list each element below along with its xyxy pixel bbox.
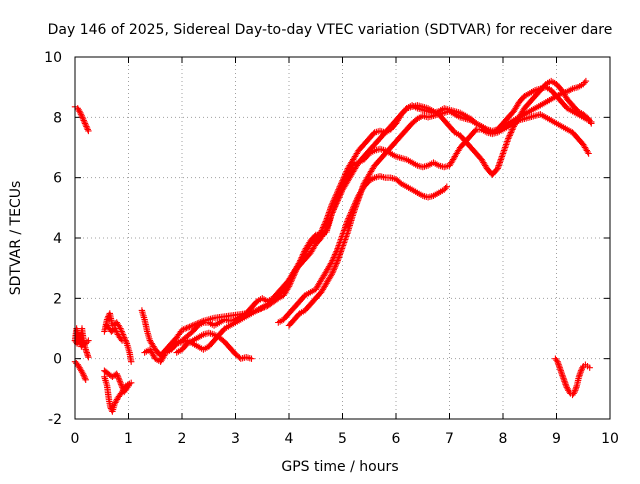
y-tick-label: 10: [44, 50, 62, 66]
x-tick-label: 5: [338, 431, 347, 447]
series-markers: [103, 322, 126, 344]
x-tick-label: 7: [445, 431, 454, 447]
series-markers: [71, 358, 89, 383]
series-markers: [101, 310, 135, 365]
x-tick-labels: 0 1 2 3 4 5 6 7 8 9 10: [71, 431, 619, 447]
x-tick-label: 10: [601, 431, 619, 447]
plot-area-frame: [74, 56, 611, 420]
series-late-dip: [552, 355, 593, 399]
series-markers: [285, 84, 595, 329]
series-arc-d: [103, 322, 126, 344]
data-points: [71, 77, 595, 415]
series-arc-b: [101, 367, 132, 396]
x-tick-label: 6: [392, 431, 401, 447]
series-early-low: [71, 358, 89, 383]
x-axis-label: GPS time / hours: [281, 459, 398, 475]
x-tick-label: 0: [71, 431, 80, 447]
series-s4: [168, 77, 595, 353]
y-tick-label: -2: [48, 412, 62, 428]
x-tick-label: 3: [231, 431, 240, 447]
x-tick-label: 1: [124, 431, 133, 447]
series-arc-c: [101, 310, 135, 365]
x-tick-label: 4: [285, 431, 294, 447]
series-markers: [101, 367, 132, 396]
y-tick-label: 2: [53, 291, 62, 307]
x-tick-label: 2: [178, 431, 187, 447]
x-tick-label: 9: [552, 431, 561, 447]
y-tick-label: 6: [53, 171, 62, 187]
y-tick-labels: -2 0 2 4 6 8 10: [44, 50, 62, 428]
series-markers: [141, 111, 592, 365]
series-markers: [552, 355, 593, 399]
y-axis-label: SDTVAR / TECUs: [8, 181, 24, 296]
y-tick-label: 4: [53, 231, 62, 247]
y-tick-label: 0: [53, 352, 62, 368]
series-markers: [168, 77, 595, 353]
y-tick-label: 8: [53, 110, 62, 126]
x-tick-label: 8: [499, 431, 508, 447]
series-s2: [141, 111, 592, 365]
series-s6: [285, 84, 595, 329]
chart-title: Day 146 of 2025, Sidereal Day-to-day VTE…: [48, 22, 613, 38]
